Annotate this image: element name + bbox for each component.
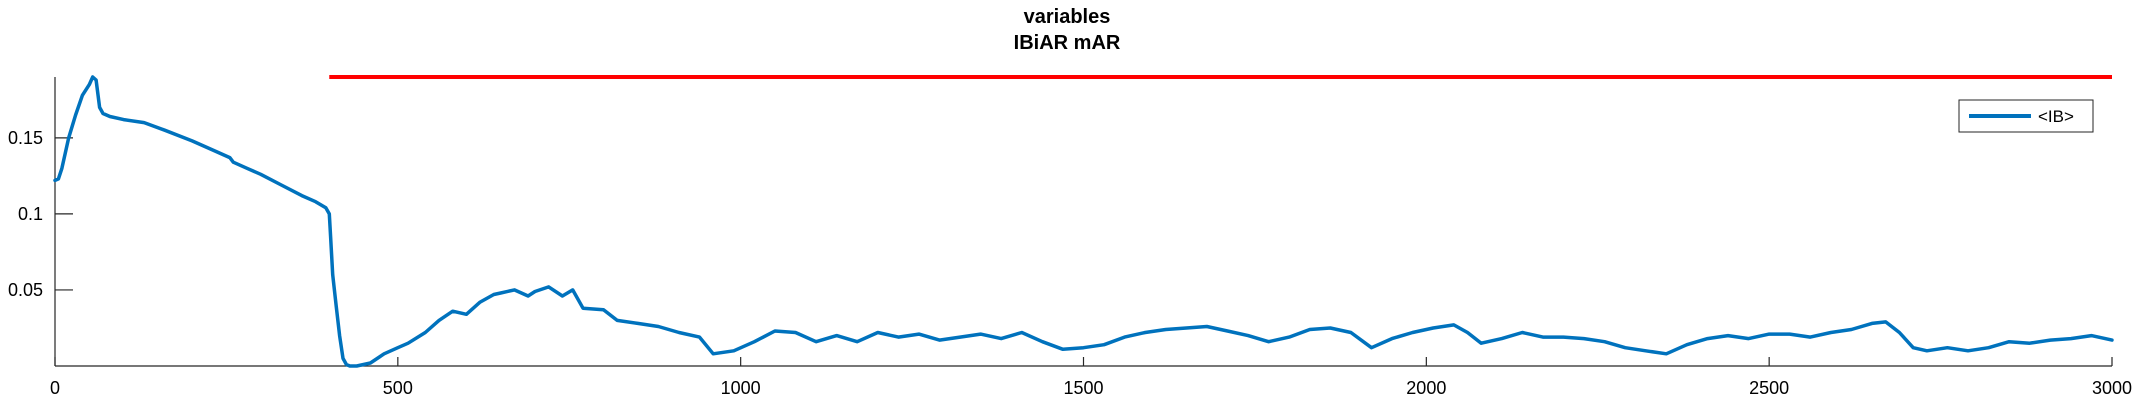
y-tick-label: 0.1 [18, 204, 43, 224]
axes: 0 500 1000 1500 2000 2500 3000 0.05 0.1 0.15 [8, 77, 2132, 398]
x-tick-label: 1000 [721, 378, 761, 398]
legend: <IB> [1958, 99, 2094, 133]
y-tick-label: 0.05 [8, 280, 43, 300]
series-line-0 [53, 75, 2114, 368]
x-tick-label: 500 [383, 378, 413, 398]
x-tick-label: 3000 [2092, 378, 2132, 398]
x-tick-label: 2500 [1749, 378, 1789, 398]
y-tick-label: 0.15 [8, 128, 43, 148]
chart-title: variables [1024, 6, 1111, 28]
x-tick-label: 2000 [1406, 378, 1446, 398]
x-tick-label: 0 [50, 378, 60, 398]
chart-subtitle: IBiAR mAR [1014, 32, 1121, 54]
x-tick-label: 1500 [1063, 378, 1103, 398]
legend-label: <IB> [2038, 107, 2074, 126]
series-group [53, 75, 2114, 368]
